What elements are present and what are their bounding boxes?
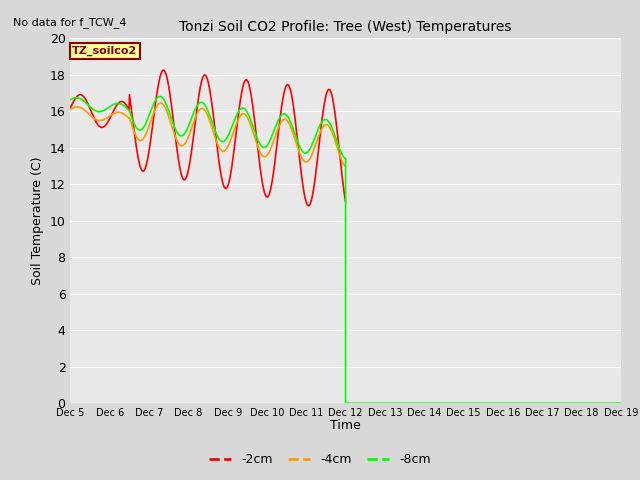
Text: TZ_soilco2: TZ_soilco2: [72, 46, 138, 56]
Y-axis label: Soil Temperature (C): Soil Temperature (C): [31, 156, 44, 285]
Legend: -2cm, -4cm, -8cm: -2cm, -4cm, -8cm: [204, 448, 436, 471]
X-axis label: Time: Time: [330, 420, 361, 432]
Text: No data for f_TCW_4: No data for f_TCW_4: [13, 17, 126, 28]
Title: Tonzi Soil CO2 Profile: Tree (West) Temperatures: Tonzi Soil CO2 Profile: Tree (West) Temp…: [179, 21, 512, 35]
